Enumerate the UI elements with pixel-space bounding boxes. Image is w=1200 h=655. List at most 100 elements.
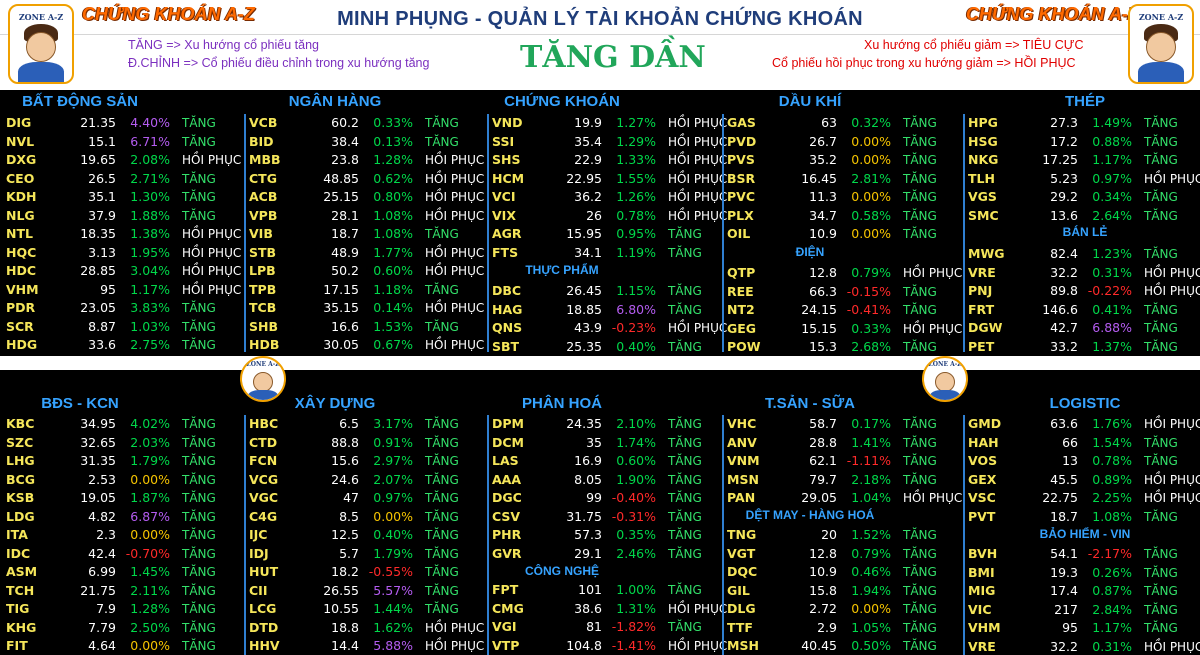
price: 23.8	[331, 152, 359, 167]
change-percent: 1.08%	[373, 207, 413, 223]
ticker: SHS	[492, 152, 521, 167]
ticker: CII	[249, 582, 268, 598]
trend-label: TĂNG	[1144, 509, 1178, 524]
price: 104.8	[566, 637, 602, 653]
price: 17.15	[323, 281, 359, 297]
trend-label: TĂNG	[668, 491, 702, 505]
ticker: VCI	[492, 189, 516, 204]
price: 42.4	[88, 545, 116, 561]
change-percent: 2.50%	[130, 619, 170, 635]
price: 36.2	[574, 189, 602, 204]
trend-label: HỒI PHỤC	[668, 601, 728, 616]
trend-label: TĂNG	[903, 417, 937, 431]
trend-label: HỒI PHỤC	[668, 190, 728, 204]
change-percent: -0.15%	[846, 283, 891, 299]
price: 12.8	[809, 265, 837, 280]
trend-label: TĂNG	[1144, 547, 1178, 561]
price: 37.9	[88, 207, 116, 223]
change-percent: 0.95%	[616, 226, 656, 241]
trend-label: HỒI PHỤC	[425, 620, 485, 635]
price: 27.3	[1050, 115, 1078, 130]
trend-label: TĂNG	[1144, 116, 1178, 130]
section-title: BẢO HIỂM - VIN	[1039, 527, 1131, 541]
trend-label: TĂNG	[182, 583, 216, 598]
section-title: DẦU KHÍ	[778, 93, 842, 110]
trend-label: TĂNG	[668, 227, 702, 241]
price: 58.7	[809, 416, 837, 431]
ticker: DQC	[727, 564, 758, 579]
stock-row: TTF 2.9 1.05% TĂNG	[727, 619, 959, 637]
price: 2.72	[809, 601, 837, 616]
ticker: AAA	[492, 471, 522, 487]
avatar-body	[1138, 62, 1184, 82]
trend-label: HỒI PHỤC	[668, 638, 728, 653]
change-percent: -0.31%	[611, 508, 656, 524]
ticker: VHM	[6, 281, 39, 297]
stock-row: VHM 95 1.17% TĂNG	[968, 619, 1200, 637]
change-percent: 1.17%	[130, 281, 170, 297]
price: 48.85	[323, 170, 359, 186]
stock-row: HQC 3.13 1.95% HỒI PHỤC	[6, 244, 241, 262]
trend-label: TĂNG	[668, 509, 702, 524]
price: 38.4	[331, 133, 359, 149]
change-percent: 0.41%	[1092, 301, 1132, 317]
price: 11.3	[809, 189, 837, 204]
stock-row: SHB 16.6 1.53% TĂNG	[249, 318, 481, 336]
stock-row: TCB 35.15 0.14% HỒI PHỤC	[249, 299, 484, 317]
trend-label: HỒI PHỤC	[425, 171, 485, 186]
trend-label: HỒI PHỤC	[1144, 417, 1200, 431]
ticker: HDG	[6, 337, 38, 352]
ticker: KSB	[6, 490, 35, 505]
trend-label: HỒI PHỤC	[425, 264, 485, 278]
price: 63	[821, 115, 837, 130]
ticker: KDH	[6, 189, 37, 204]
ticker: PHR	[492, 527, 522, 542]
price: 32.2	[1050, 264, 1078, 280]
stock-row: ASM 6.99 1.45% TĂNG	[6, 563, 238, 581]
trend-label: HỒI PHỤC	[668, 153, 728, 167]
change-percent: -0.55%	[368, 564, 413, 579]
price: 89.8	[1050, 283, 1078, 298]
trend-label: TĂNG	[1144, 321, 1178, 335]
change-percent: 1.05%	[851, 619, 891, 635]
stock-row: ACB 25.15 0.80% HỒI PHỤC	[249, 188, 485, 206]
trend-label: TĂNG	[425, 435, 459, 450]
section-title: ĐIỆN	[795, 245, 825, 259]
ticker: PVD	[727, 133, 757, 149]
stock-row: HDC 28.85 3.04% HỒI PHỤC	[6, 262, 241, 280]
price: 88.8	[331, 434, 359, 450]
trend-label: TĂNG	[425, 319, 459, 334]
stock-row: NKG 17.25 1.17% TĂNG	[968, 151, 1200, 169]
change-percent: 2.25%	[1092, 490, 1132, 505]
ticker: VTP	[492, 637, 520, 653]
change-percent: -0.40%	[611, 490, 656, 505]
change-percent: 0.33%	[851, 320, 891, 336]
stock-row: TNG 20 1.52% TĂNG	[727, 526, 959, 544]
stock-row: NTL 18.35 1.38% HỒI PHỤC	[6, 225, 241, 243]
change-percent: 1.04%	[851, 490, 891, 505]
trend-label: HỒI PHỤC	[425, 190, 485, 204]
stock-row: VRE 32.2 0.31% HỒI PHỤC	[968, 638, 1200, 655]
ticker: HDC	[6, 263, 37, 278]
change-percent: 2.18%	[851, 471, 891, 487]
price: 66	[1062, 434, 1078, 450]
ticker: QTP	[727, 265, 756, 280]
stock-row: HPG 27.3 1.49% TĂNG	[968, 114, 1200, 132]
trend-label: TĂNG	[425, 472, 459, 487]
trend-label: TĂNG	[903, 454, 937, 468]
stock-row: LDG 4.82 6.87% TĂNG	[6, 508, 238, 526]
trend-label: HỒI PHỤC	[182, 153, 242, 167]
avatar-face	[935, 372, 955, 392]
trend-label: TĂNG	[182, 435, 216, 450]
price: 20	[821, 527, 837, 542]
stock-row: HSG 17.2 0.88% TĂNG	[968, 133, 1200, 151]
change-percent: -0.41%	[846, 302, 891, 317]
trend-label: TĂNG	[903, 602, 937, 616]
stock-row: ITA 2.3 0.00% TĂNG	[6, 526, 238, 544]
change-percent: -0.22%	[1087, 283, 1132, 298]
change-percent: 1.55%	[616, 170, 656, 186]
stock-row: VHM 95 1.17% HỒI PHỤC	[6, 281, 241, 299]
stock-row: TPB 17.15 1.18% TĂNG	[249, 281, 481, 299]
price: 14.4	[331, 638, 359, 653]
ticker: IJC	[249, 527, 268, 542]
